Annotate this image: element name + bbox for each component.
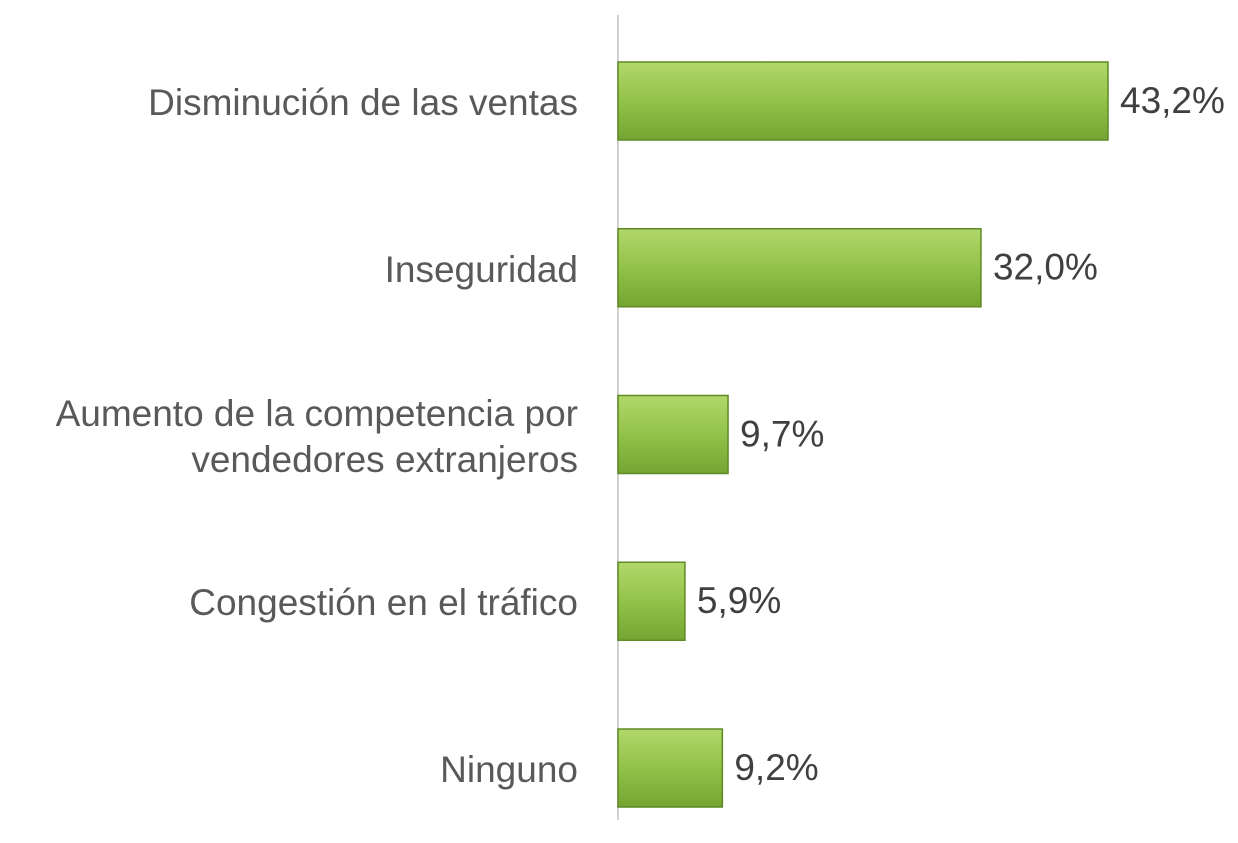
data-label: 43,2% (1120, 80, 1225, 121)
bar (617, 728, 724, 808)
category-label: Inseguridad (384, 248, 578, 290)
data-label: 9,7% (740, 413, 824, 454)
bar (617, 228, 982, 308)
category-label: Congestión en el tráfico (189, 582, 578, 624)
category-label: Aumento de la competencia por vendedores… (55, 392, 578, 480)
bar (617, 561, 686, 641)
bar (617, 394, 729, 475)
data-label: 5,9% (697, 580, 781, 621)
data-label: 9,2% (734, 747, 818, 788)
bar (617, 61, 1109, 141)
category-label: Ninguno (440, 749, 578, 790)
data-label: 32,0% (993, 247, 1098, 288)
category-label: Disminución de las ventas (148, 82, 578, 123)
